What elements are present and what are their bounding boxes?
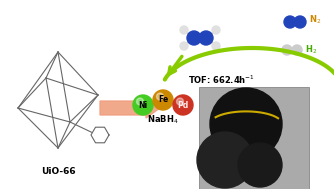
Circle shape bbox=[157, 93, 164, 100]
Circle shape bbox=[282, 45, 292, 55]
Circle shape bbox=[212, 42, 220, 50]
Circle shape bbox=[137, 98, 144, 105]
Circle shape bbox=[180, 26, 188, 34]
Text: Pd: Pd bbox=[177, 101, 189, 109]
Text: TOF: 662.4h$^{-1}$: TOF: 662.4h$^{-1}$ bbox=[188, 74, 256, 86]
Circle shape bbox=[210, 88, 282, 160]
Text: N$_2$: N$_2$ bbox=[309, 14, 321, 26]
Circle shape bbox=[284, 16, 296, 28]
Circle shape bbox=[294, 16, 306, 28]
Circle shape bbox=[212, 26, 220, 34]
Circle shape bbox=[197, 132, 253, 188]
Circle shape bbox=[292, 45, 302, 55]
Circle shape bbox=[187, 31, 201, 45]
Text: Ni: Ni bbox=[138, 101, 148, 109]
Circle shape bbox=[173, 95, 193, 115]
Circle shape bbox=[199, 31, 213, 45]
Circle shape bbox=[180, 42, 188, 50]
Bar bbox=[199, 87, 309, 189]
Text: UiO-66: UiO-66 bbox=[41, 167, 75, 176]
Text: H$_2$: H$_2$ bbox=[305, 44, 317, 56]
Text: Fe: Fe bbox=[158, 95, 168, 105]
Circle shape bbox=[153, 90, 173, 110]
Text: NaBH$_4$: NaBH$_4$ bbox=[147, 114, 179, 126]
Circle shape bbox=[176, 98, 183, 105]
Circle shape bbox=[238, 143, 282, 187]
Circle shape bbox=[133, 95, 153, 115]
FancyArrow shape bbox=[100, 98, 160, 118]
